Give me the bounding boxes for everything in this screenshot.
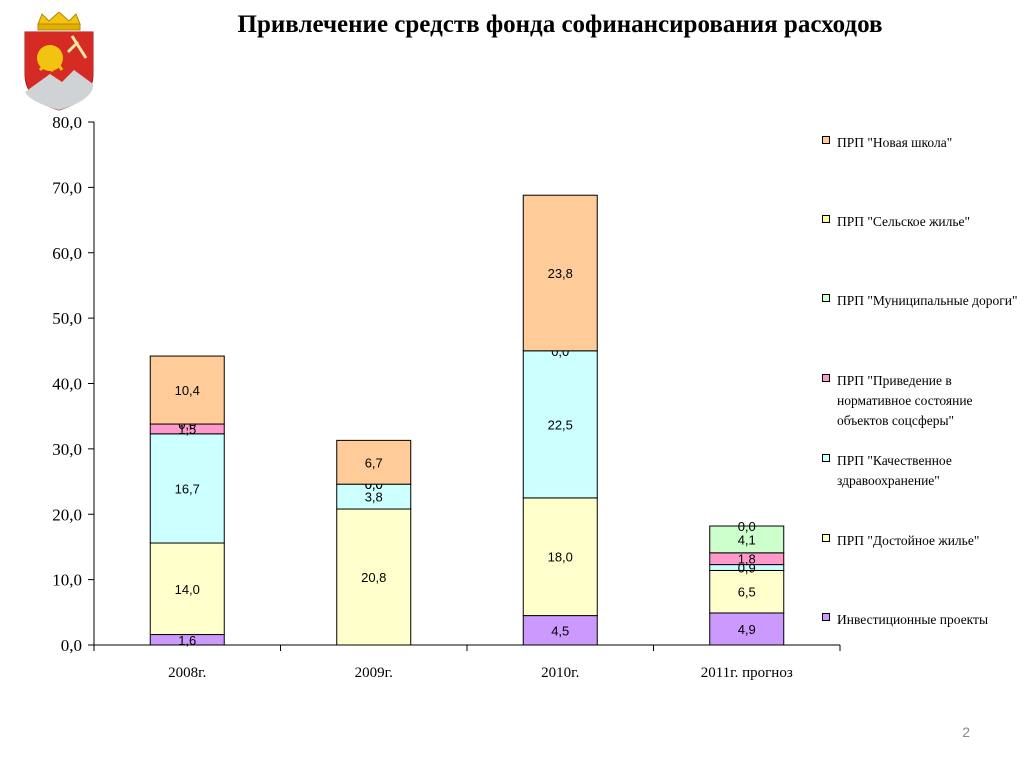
data-label: 18,0 [548,550,573,565]
legend-swatch [822,613,830,621]
data-label: 10,4 [175,383,200,398]
y-tick-label: 0,0 [61,636,82,655]
bar-segment [149,355,225,425]
x-tick-label: 2010г. [541,665,579,681]
data-label: 0,0 [738,519,756,534]
bar-segment [149,542,225,636]
x-tick-label: 2011г. прогноз [701,665,793,681]
data-label: 3,8 [365,490,383,505]
data-label: 16,7 [175,481,200,496]
data-label: 4,5 [551,623,569,638]
bar-segment [336,439,412,485]
bar-segment [336,508,412,646]
legend-swatch [822,294,830,302]
y-tick-label: 40,0 [52,375,82,394]
legend-label: ПРП "Приведение в нормативное состояние … [837,373,973,428]
legend-label: ПРП "Достойное жилье" [837,533,980,548]
bar-segment [522,194,598,352]
y-tick-label: 10,0 [52,571,82,590]
data-label: 22,5 [548,417,573,432]
y-tick-label: 30,0 [52,440,82,459]
data-label: 6,7 [365,455,383,470]
page-title: Привлечение средств фонда софинансирован… [237,11,883,38]
data-label: 20,8 [361,570,386,585]
bar-segment [709,612,785,646]
data-label: 4,1 [738,532,756,547]
y-tick-label: 50,0 [52,309,82,328]
bar-segment [522,497,598,617]
data-label: 23,8 [548,266,573,281]
data-label: 6,5 [738,585,756,600]
x-tick-label: 2008г. [168,665,206,681]
data-label: 4,9 [738,622,756,637]
y-tick-label: 60,0 [52,244,82,263]
data-label: 14,0 [175,582,200,597]
bar-segment [522,350,598,499]
data-label: 1,6 [178,633,196,648]
bar-segment [709,525,785,554]
y-tick-label: 80,0 [52,113,82,132]
legend-label: ПРП "Новая школа" [837,135,953,150]
legend-label: Инвестиционные проекты [837,612,989,627]
bar-segment [709,569,785,614]
legend-label: ПРП "Муниципальные дороги" [837,293,1018,308]
data-label: 1,8 [738,552,756,567]
y-tick-label: 20,0 [52,505,82,524]
legend-swatch [822,374,830,382]
page-number: 2 [962,724,970,740]
legend-swatch [822,454,830,462]
coat-of-arms-icon [24,12,94,111]
x-tick-label: 2009г. [355,665,393,681]
legend-swatch [822,136,830,144]
legend-swatch [822,534,830,542]
bar-segment [522,615,598,646]
legend-swatch [822,215,830,223]
bar-segment [336,483,412,510]
legend-label: ПРП "Сельское жилье" [837,214,971,229]
legend-label: ПРП "Качественное здравоохранение" [837,453,952,488]
y-tick-label: 70,0 [52,178,82,197]
data-label: 1,5 [178,422,196,437]
